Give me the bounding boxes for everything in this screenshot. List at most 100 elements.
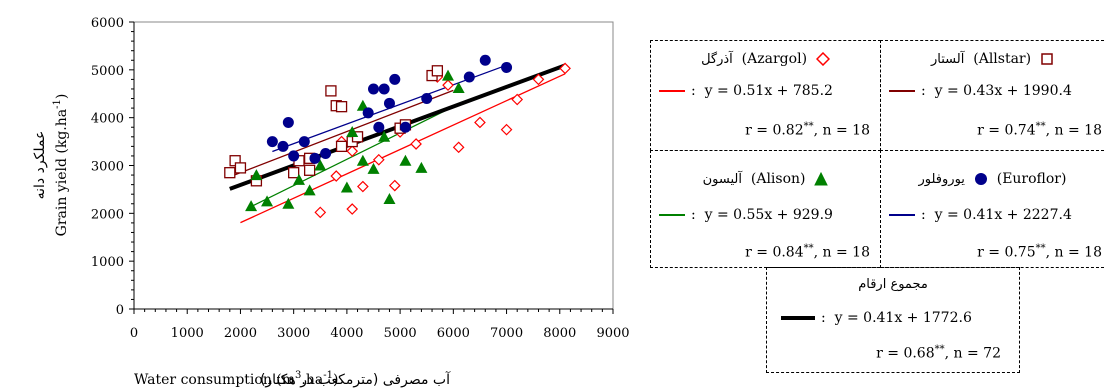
azargol-point (532, 73, 545, 86)
fit-line-allstar (229, 89, 454, 178)
y-axis-labels: Grain yield (kg.ha-1)عملکرد دانه (32, 94, 70, 237)
azargol-point (500, 123, 513, 136)
azargol-n: , n = 18 (813, 122, 870, 139)
x-tick-label: 3000 (277, 326, 310, 341)
euroflor-name-fa: یوروفلور (918, 172, 965, 187)
alison-point (340, 181, 353, 193)
allstar-point (335, 101, 348, 113)
allstar-colon: : (921, 83, 926, 99)
euroflor-point (383, 97, 395, 109)
total-name-fa: مجموع ارقام (858, 277, 928, 292)
allstar-point (431, 65, 444, 77)
legend-allstar: آلستار (Allstar) : y = 0.43x + 1990.4 r … (880, 40, 1104, 151)
euroflor-point (288, 150, 300, 162)
total-sig: ** (934, 344, 945, 355)
azargol-point (442, 79, 454, 91)
triangle-marker-icon (814, 171, 829, 186)
euroflor-legend-line (889, 214, 915, 216)
square-marker-icon (1041, 53, 1053, 65)
alison-point (250, 169, 263, 181)
euroflor-equation: y = 0.41x + 2227.4 (934, 207, 1072, 223)
azargol-equation: y = 0.51x + 785.2 (704, 83, 833, 99)
euroflor-point (463, 71, 475, 83)
alison-point (399, 154, 412, 166)
x-tick-label: 2000 (224, 326, 257, 341)
alison-point (303, 184, 316, 196)
euroflor-n: , n = 18 (1045, 244, 1102, 261)
legend-alison: آلیسون (Alison) : y = 0.55x + 929.9 r = … (650, 150, 881, 268)
alison-point (378, 130, 391, 142)
alison-name-fa: آلیسون (702, 172, 742, 187)
euroflor-colon: : (921, 207, 926, 223)
y-axis-label-persian: عملکرد دانه (32, 131, 48, 200)
x-tick-label: 9000 (596, 326, 629, 341)
alison-sig: ** (803, 243, 814, 254)
alison-point (415, 161, 428, 173)
x-tick-label: 6000 (437, 326, 470, 341)
euroflor-point (399, 121, 411, 133)
alison-point (383, 192, 396, 204)
allstar-sig: ** (1035, 121, 1046, 132)
alison-r: r = 0.84 (745, 244, 804, 261)
azargol-point (330, 170, 343, 182)
azargol-name: Azargol (747, 51, 802, 67)
y-tick-label: 4000 (91, 112, 124, 127)
euroflor-point (277, 140, 289, 152)
fit-line-alison (250, 100, 465, 208)
euroflor-r: r = 0.75 (977, 244, 1036, 261)
azargol-point (388, 179, 401, 192)
diamond-marker-icon (815, 51, 830, 67)
alison-point (245, 200, 258, 212)
euroflor-point (501, 61, 513, 73)
legend-azargol: آذرگل (Azargol) : y = 0.51x + 785.2 r = … (650, 40, 881, 151)
allstar-r: r = 0.74 (977, 122, 1036, 139)
euroflor-point (298, 136, 310, 148)
alison-point (314, 159, 327, 171)
total-legend-line (781, 316, 815, 320)
allstar-legend-line (889, 90, 915, 92)
euroflor-point (320, 148, 332, 160)
allstar-point (234, 162, 247, 174)
alison-point (261, 195, 274, 207)
euroflor-point (309, 152, 321, 164)
euroflor-point (389, 73, 401, 85)
euroflor-point (421, 93, 433, 105)
data-points (224, 54, 571, 219)
legend-total: مجموع ارقام : y = 0.41x + 1772.6 r = 0.6… (766, 267, 1020, 373)
y-tick-label: 3000 (91, 160, 124, 175)
azargol-point (511, 93, 524, 106)
x-tick-label: 7000 (490, 326, 523, 341)
euroflor-point (266, 136, 278, 148)
x-label-part: ) (333, 372, 338, 388)
x-tick-label: 8000 (543, 326, 576, 341)
allstar-point (288, 167, 300, 179)
fit-line-azargol (240, 73, 566, 224)
y-axis-label-english: Grain yield (kg.ha-1) (52, 94, 70, 237)
euroflor-name: Euroflor (1002, 171, 1062, 187)
alison-point (292, 173, 305, 185)
allstar-name: Allstar (978, 51, 1026, 67)
azargol-legend-line (659, 90, 685, 92)
allstar-n: , n = 18 (1045, 122, 1102, 139)
x-label-part: Water consumption (m (134, 372, 295, 388)
allstar-name-fa: آلستار (930, 52, 965, 67)
x-axis-label-english: Water consumption (m3.ha-1) (134, 370, 338, 388)
euroflor-point (282, 116, 294, 128)
azargol-point (559, 62, 571, 75)
total-equation: y = 0.41x + 1772.6 (834, 310, 972, 326)
allstar-point (303, 164, 316, 176)
x-tick-label: 5000 (384, 326, 417, 341)
euroflor-sig: ** (1035, 243, 1046, 254)
allstar-point (335, 140, 348, 153)
azargol-point (357, 180, 369, 193)
azargol-point (346, 203, 359, 215)
alison-point (367, 162, 380, 174)
alison-name: Alison (756, 171, 801, 187)
circle-marker-icon (974, 173, 987, 185)
y-tick-label: 1000 (91, 255, 124, 270)
azargol-point (410, 138, 422, 150)
x-axis-label-persian: آب مصرفی (مترمکعب در هکتار) (260, 371, 451, 388)
azargol-point (474, 116, 486, 129)
azargol-point (346, 145, 359, 157)
